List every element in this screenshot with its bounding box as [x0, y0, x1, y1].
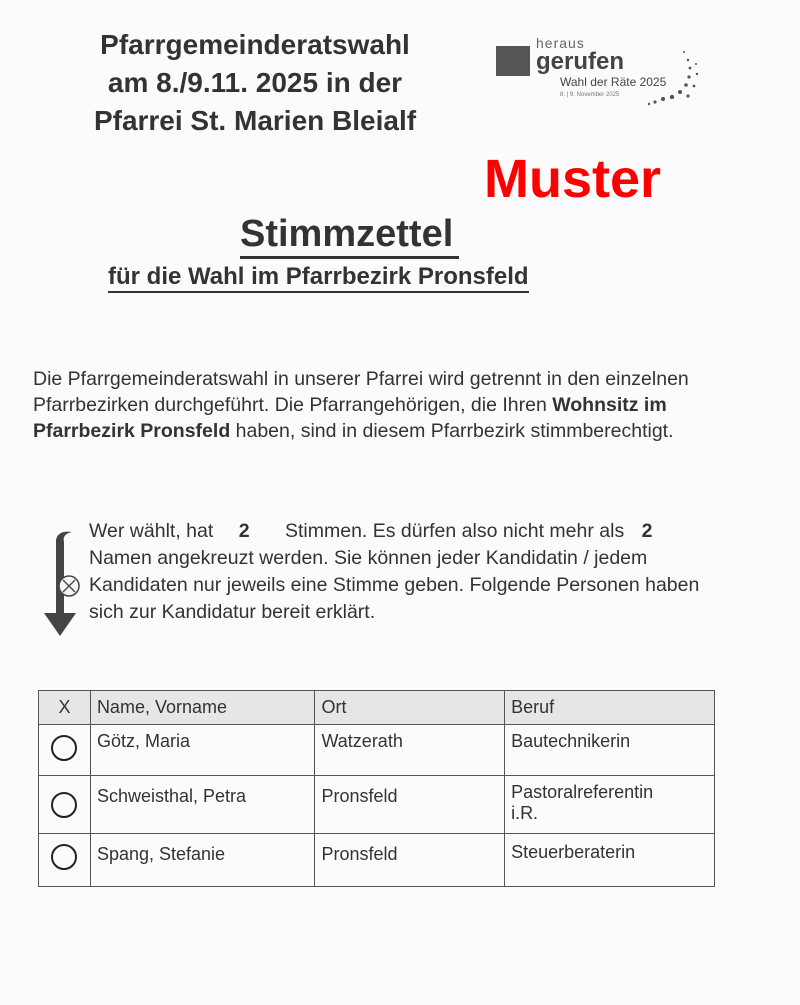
arrow-down-icon	[44, 531, 80, 636]
col-beruf: Beruf	[504, 690, 715, 725]
voting-instructions: Wer wählt, hat 2 Stimmen. Es dürfen also…	[89, 520, 700, 623]
ballot-subtitle: für die Wahl im Pfarrbezirk Pronsfeld	[108, 263, 529, 293]
vote-checkbox[interactable]	[51, 735, 78, 761]
intro-paragraph: Die Pfarrgemeinderatswahl in unserer Pfa…	[33, 368, 689, 442]
logo-box	[496, 46, 530, 76]
candidate-table: X Name, Vorname Ort Beruf Götz, Maria Wa…	[38, 690, 715, 887]
vote-checkbox[interactable]	[51, 792, 78, 818]
ballot-title: Stimmzettel	[240, 212, 460, 259]
vote-checkbox[interactable]	[51, 844, 78, 870]
table-row: Schweisthal, Petra Pronsfeld Pastoralref…	[38, 775, 715, 834]
table-row: Götz, Maria Watzerath Bautechnikerin	[38, 724, 715, 776]
table-header: X Name, Vorname Ort Beruf	[38, 690, 715, 725]
table-row: Spang, Stefanie Pronsfeld Steuerberateri…	[38, 833, 715, 887]
max-votes: 2	[641, 520, 653, 542]
col-name: Name, Vorname	[89, 690, 316, 725]
election-title: Pfarrgemeinderatswahl am 8./9.11. 2025 i…	[93, 29, 417, 136]
dots-arc-icon	[647, 51, 699, 106]
herausgerufen-logo: heraus gerufen Wahl der Räte 2025 8. | 9…	[496, 36, 706, 114]
muster-stamp: Muster	[484, 149, 662, 209]
col-x: X	[38, 690, 91, 725]
vote-count: 2	[238, 520, 250, 542]
col-ort: Ort	[314, 690, 506, 725]
